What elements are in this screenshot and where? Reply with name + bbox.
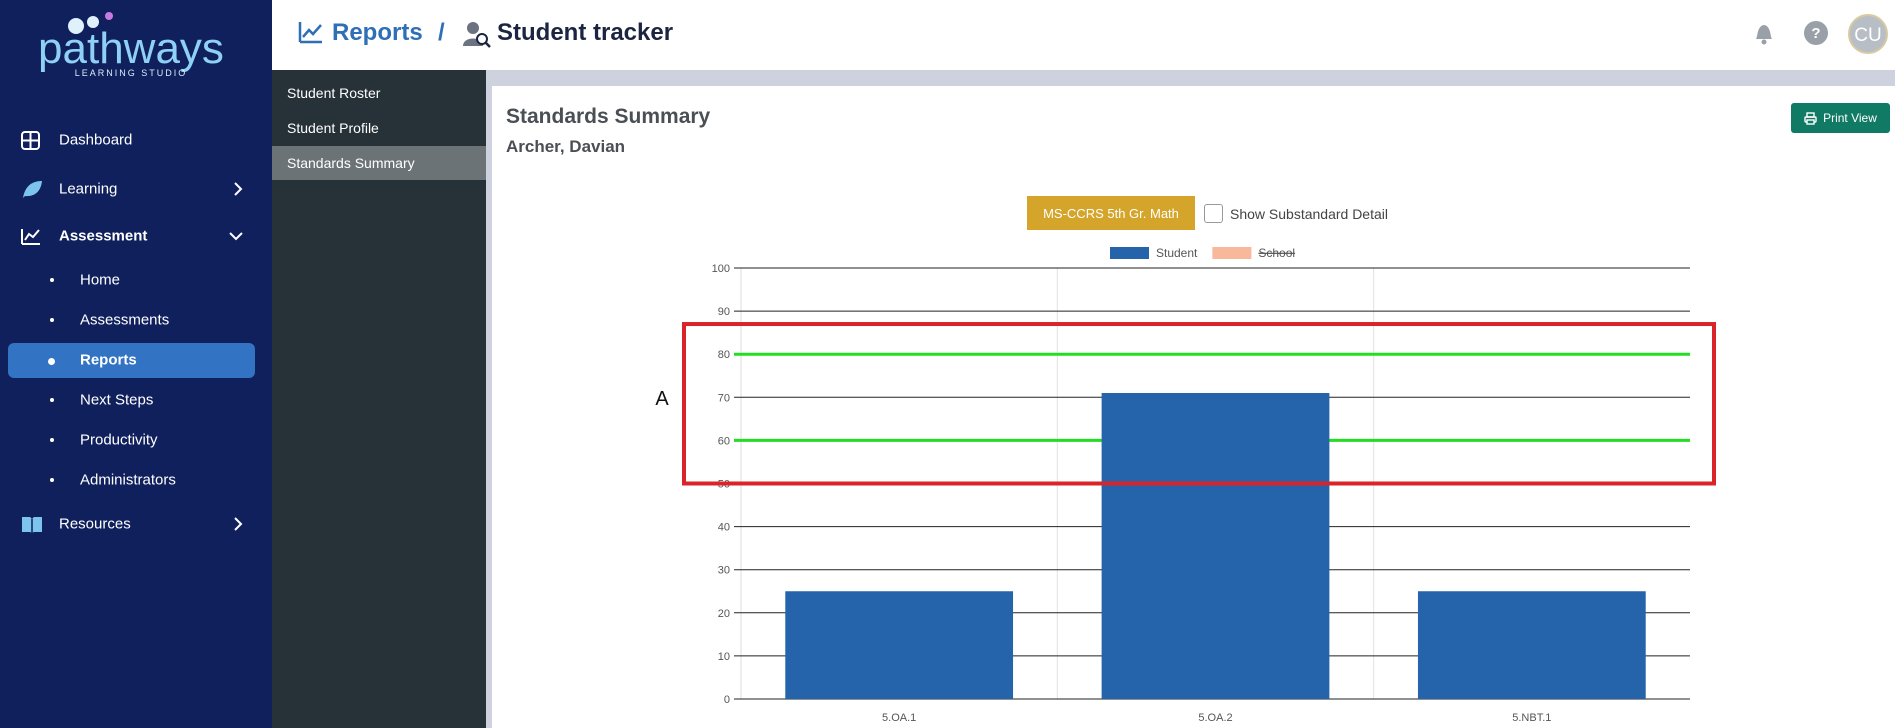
highlight-box — [682, 322, 1716, 486]
tracker-icon — [463, 22, 491, 48]
chevron-right — [234, 182, 243, 196]
print-button[interactable]: Print View — [1791, 103, 1890, 133]
sidebar: pathways LEARNING STUDIO Dashboard Learn… — [0, 0, 272, 728]
y-tick-label: 100 — [712, 263, 730, 275]
avatar-initials: CU — [1854, 25, 1881, 46]
y-tick-label: 10 — [718, 651, 730, 663]
avatar[interactable]: CU — [1847, 13, 1889, 55]
checkbox-label[interactable]: Show Substandard Detail — [1230, 206, 1388, 222]
y-tick-label: 20 — [718, 608, 730, 620]
panel-title: Standards Summary — [506, 105, 711, 128]
x-tick-label: 5.OA.2 — [1198, 712, 1232, 724]
y-tick-label: 40 — [718, 522, 730, 534]
logo-graphic: pathways LEARNING STUDIO — [38, 12, 224, 78]
active-subnav — [272, 146, 486, 180]
y-tick-label: 90 — [718, 306, 730, 318]
subnav-item[interactable]: Student Roster — [287, 85, 381, 101]
breadcrumb-page: Student tracker — [497, 19, 674, 46]
bullet — [50, 318, 54, 322]
y-tick-label: 80 — [718, 349, 730, 361]
legend-label: School — [1258, 246, 1295, 260]
chevron-down — [229, 232, 243, 241]
learning-icon — [23, 181, 42, 198]
print-label: Print View — [1823, 111, 1877, 125]
bullet — [50, 278, 54, 282]
header: Reports / Student tracker ? CU — [272, 0, 1895, 70]
sub-navigation: Student Roster Student Profile Standards… — [272, 70, 486, 728]
dashboard-icon — [21, 131, 40, 150]
bar — [785, 591, 1014, 699]
y-tick-label: 30 — [718, 565, 730, 577]
y-tick-label: 70 — [718, 392, 730, 404]
nav-subitem[interactable]: Home — [80, 271, 121, 289]
legend-swatch — [1110, 247, 1149, 259]
bar — [1101, 392, 1330, 699]
subnav-item[interactable]: Standards Summary — [287, 155, 415, 171]
bullet — [48, 358, 55, 365]
chevron-right — [234, 517, 243, 531]
bullet — [50, 478, 54, 482]
help-text: ? — [1811, 25, 1820, 42]
subnav-item[interactable]: Student Profile — [287, 120, 379, 136]
student-name: Archer, Davian — [506, 137, 626, 156]
legend-swatch — [1212, 247, 1252, 259]
nav-subitem[interactable]: Productivity — [80, 431, 158, 449]
notification-bell[interactable] — [1752, 20, 1776, 46]
nav-item[interactable]: Learning — [59, 180, 118, 198]
help-button[interactable]: ? — [1803, 20, 1829, 46]
y-tick-label: 60 — [718, 435, 730, 447]
nav-subitem[interactable]: Next Steps — [80, 391, 154, 409]
logo-subtitle: LEARNING STUDIO — [75, 68, 188, 78]
nav-item[interactable]: Dashboard — [59, 131, 133, 149]
checkbox[interactable] — [1204, 204, 1223, 223]
bullet — [50, 398, 54, 402]
legend-label: Student — [1156, 246, 1198, 260]
bar — [1417, 591, 1646, 699]
x-tick-label: 5.NBT.1 — [1512, 712, 1551, 724]
breadcrumb-section[interactable]: Reports — [332, 19, 423, 46]
nav-subitem[interactable]: Administrators — [80, 471, 176, 489]
nav-item[interactable]: Resources — [59, 515, 131, 533]
nav-subitem[interactable]: Reports — [80, 351, 137, 369]
highlight-label: A — [655, 388, 669, 410]
nav-item[interactable]: Assessment — [59, 227, 148, 245]
resources-icon — [22, 517, 42, 533]
bullet — [50, 438, 54, 442]
assessment-icon — [21, 229, 40, 245]
standard-button[interactable]: MS-CCRS 5th Gr. Math — [1027, 196, 1195, 230]
print-icon — [1804, 111, 1817, 125]
logo-text: pathways — [38, 24, 224, 73]
nav-subitem[interactable]: Assessments — [80, 311, 170, 329]
x-tick-label: 5.OA.1 — [882, 712, 916, 724]
y-tick-label: 0 — [724, 694, 730, 706]
breadcrumb-separator: / — [438, 19, 445, 46]
reports-icon — [298, 22, 322, 44]
